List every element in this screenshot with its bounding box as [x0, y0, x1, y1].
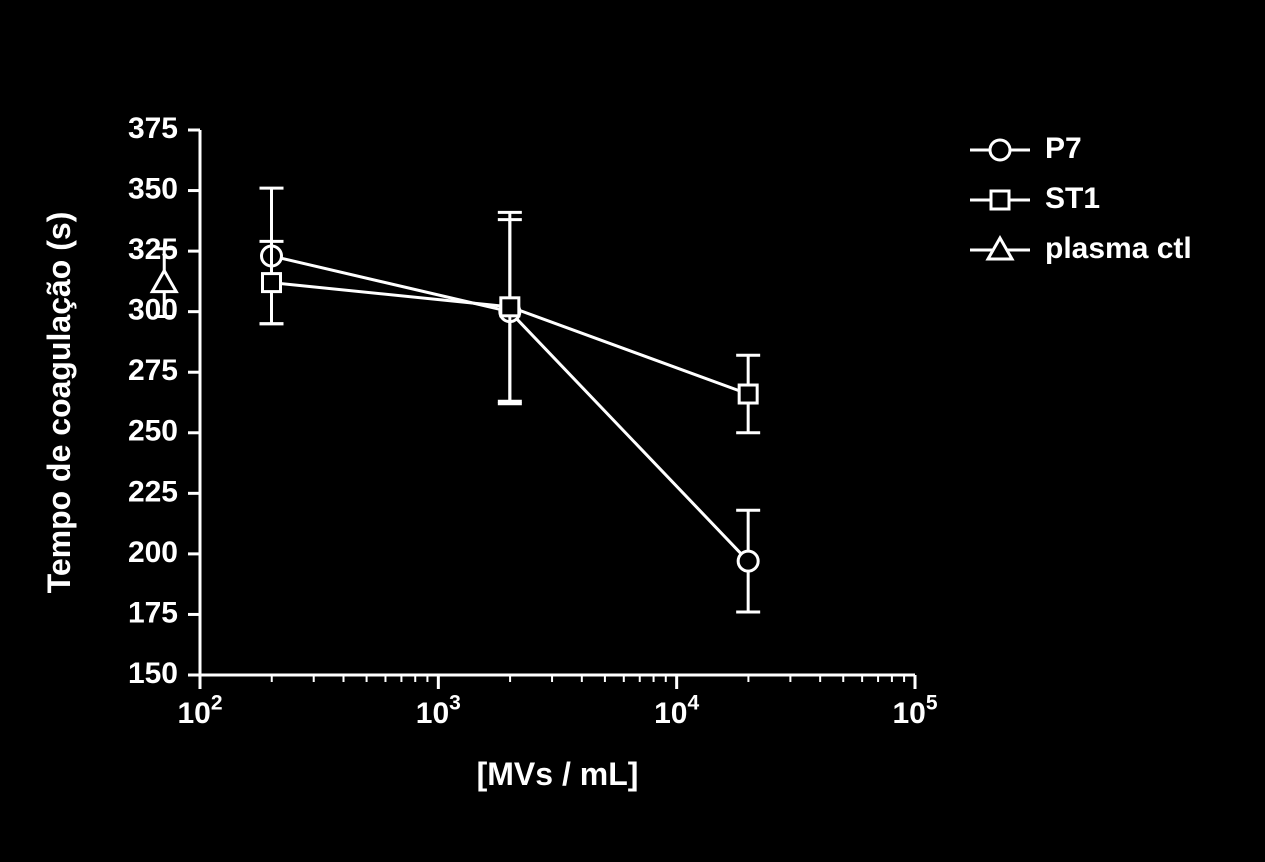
y-tick-label: 250: [128, 415, 178, 448]
y-tick-label: 150: [128, 657, 178, 690]
y-tick-label: 225: [128, 475, 178, 508]
x-axis-label: [MVs / mL]: [477, 756, 639, 792]
y-tick-label: 275: [128, 354, 178, 387]
legend-label: P7: [1045, 132, 1082, 165]
y-axis-label: Tempo de coagulação (s): [41, 212, 77, 594]
y-tick-label: 300: [128, 294, 178, 327]
y-tick-label: 200: [128, 536, 178, 569]
y-tick-label: 175: [128, 596, 178, 629]
legend-label: ST1: [1045, 182, 1100, 215]
legend-label: plasma ctl: [1045, 232, 1192, 265]
y-tick-label: 375: [128, 112, 178, 145]
y-tick-label: 350: [128, 172, 178, 205]
coagulation-chart: 1501752002252502753003253503751021031041…: [0, 0, 1265, 862]
